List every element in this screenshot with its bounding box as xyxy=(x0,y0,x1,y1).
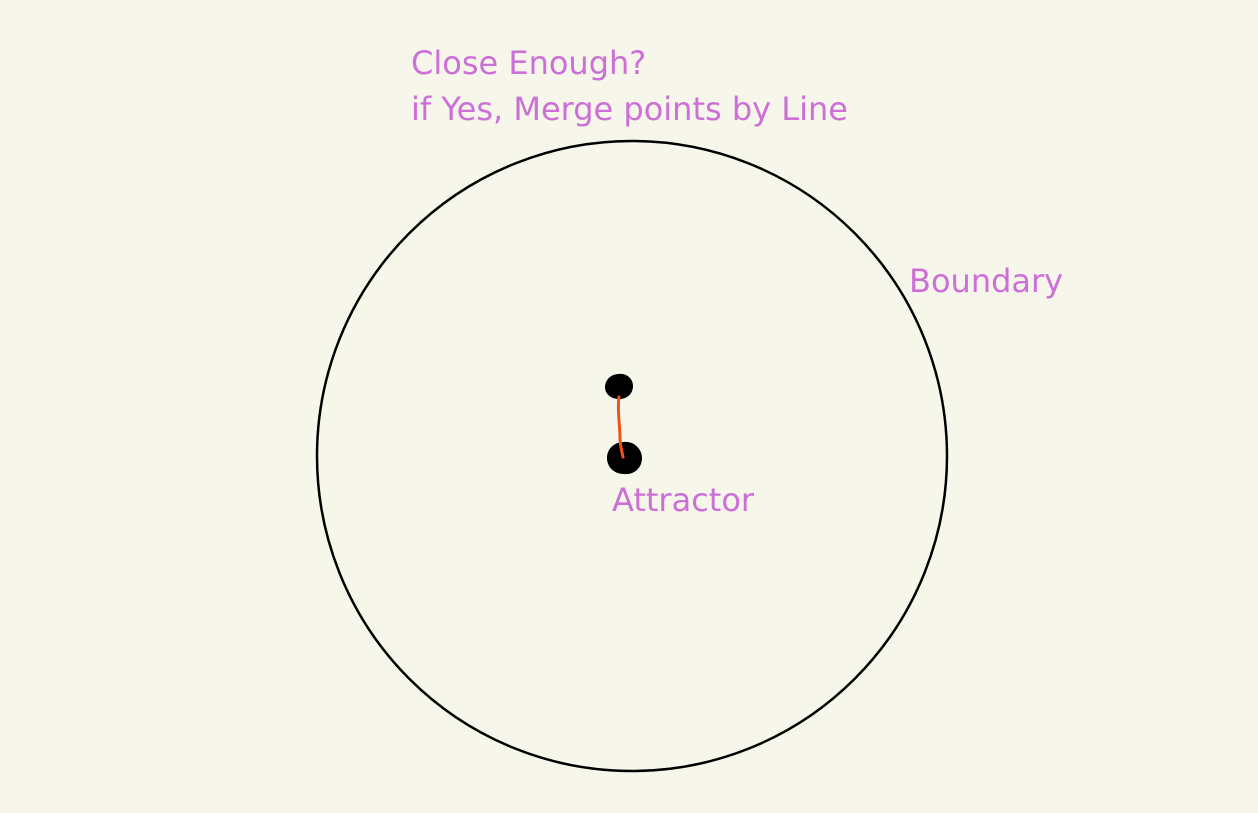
attractor-label: Attractor xyxy=(612,481,755,519)
annotation-line-2: if Yes, Merge points by Line xyxy=(411,90,848,128)
boundary-circle xyxy=(315,139,949,773)
moving-point xyxy=(605,373,633,399)
annotation-text: Close Enough? if Yes, Merge points by Li… xyxy=(411,40,848,132)
annotation-line-1: Close Enough? xyxy=(411,44,647,82)
boundary-label: Boundary xyxy=(909,262,1064,300)
merge-line xyxy=(616,395,625,459)
attractor-point xyxy=(607,441,642,475)
